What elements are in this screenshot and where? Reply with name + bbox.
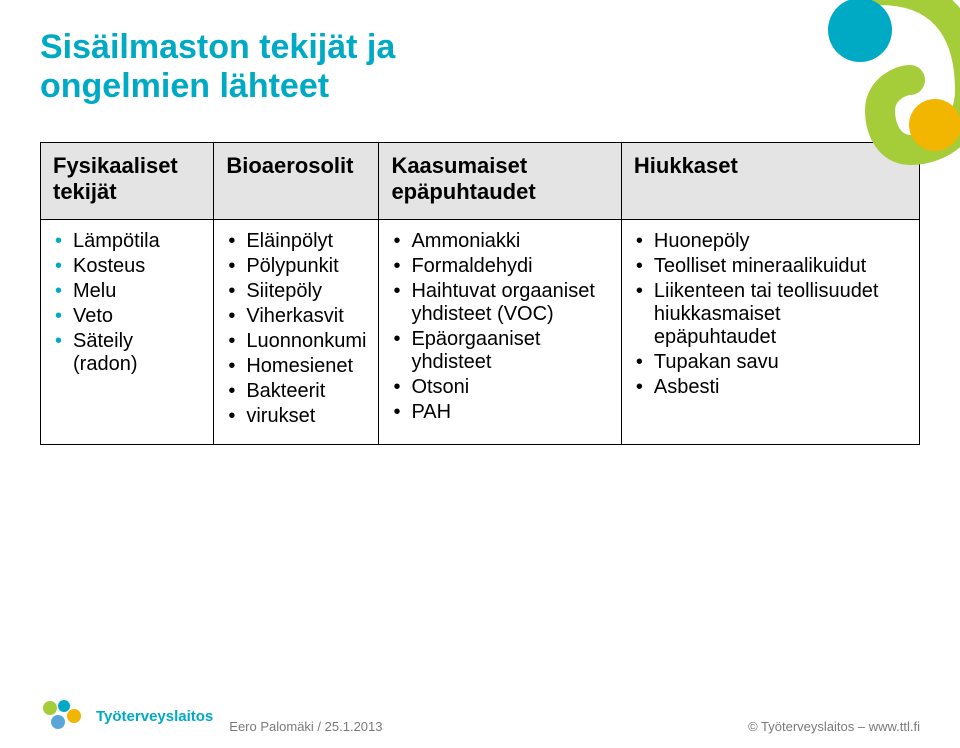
list-item: Viherkasvit xyxy=(226,305,366,328)
list-item: Tupakan savu xyxy=(634,351,907,374)
title-line2: ongelmien lähteet xyxy=(40,67,920,106)
list-item: virukset xyxy=(226,405,366,428)
list-col1: EläinpölytPölypunkitSiitepölyViherkasvit… xyxy=(226,230,366,428)
list-item: Bakteerit xyxy=(226,380,366,403)
author-date: Eero Palomäki / 25.1.2013 xyxy=(229,719,382,734)
list-item: Teolliset mineraalikuidut xyxy=(634,255,907,278)
list-item: Otsoni xyxy=(391,376,608,399)
title-line1: Sisäilmaston tekijät ja xyxy=(40,28,920,67)
factors-table: Fysikaaliset tekijät Bioaerosolit Kaasum… xyxy=(40,142,920,445)
list-item: Luonnonkumi xyxy=(226,330,366,353)
page-title: Sisäilmaston tekijät ja ongelmien lähtee… xyxy=(40,28,920,106)
footer: Työterveyslaitos Eero Palomäki / 25.1.20… xyxy=(0,698,960,734)
list-item: Eläinpölyt xyxy=(226,230,366,253)
list-item: Veto xyxy=(53,305,201,328)
list-item: Homesienet xyxy=(226,355,366,378)
list-item: PAH xyxy=(391,401,608,424)
slide: Sisäilmaston tekijät ja ongelmien lähtee… xyxy=(0,0,960,748)
table-row: LämpötilaKosteusMeluVetoSäteily (radon) … xyxy=(41,220,920,445)
list-item: Ammoniakki xyxy=(391,230,608,253)
cell-3: HuonepölyTeolliset mineraalikuidutLiiken… xyxy=(621,220,919,445)
col-header-3: Hiukkaset xyxy=(621,143,919,220)
list-item: Siitepöly xyxy=(226,280,366,303)
list-item: Liikenteen tai teollisuudet hiukkasmaise… xyxy=(634,280,907,349)
cell-1: EläinpölytPölypunkitSiitepölyViherkasvit… xyxy=(214,220,379,445)
col-header-0: Fysikaaliset tekijät xyxy=(41,143,214,220)
list-item: Asbesti xyxy=(634,376,907,399)
list-col3: HuonepölyTeolliset mineraalikuidutLiiken… xyxy=(634,230,907,399)
copyright: © Työterveyslaitos – www.ttl.fi xyxy=(748,719,920,734)
col-header-1: Bioaerosolit xyxy=(214,143,379,220)
list-item: Kosteus xyxy=(53,255,201,278)
table-header-row: Fysikaaliset tekijät Bioaerosolit Kaasum… xyxy=(41,143,920,220)
list-item: Huonepöly xyxy=(634,230,907,253)
list-col0: LämpötilaKosteusMeluVetoSäteily (radon) xyxy=(53,230,201,376)
cell-2: AmmoniakkiFormaldehydiHaihtuvat orgaanis… xyxy=(379,220,621,445)
cell-0: LämpötilaKosteusMeluVetoSäteily (radon) xyxy=(41,220,214,445)
list-item: Melu xyxy=(53,280,201,303)
list-col2: AmmoniakkiFormaldehydiHaihtuvat orgaanis… xyxy=(391,230,608,424)
col-header-2: Kaasumaiset epäpuhtaudet xyxy=(379,143,621,220)
logo-icon xyxy=(40,698,86,734)
list-item: Lämpötila xyxy=(53,230,201,253)
logo-text: Työterveyslaitos xyxy=(96,708,213,725)
list-item: Haihtuvat orgaaniset yhdisteet (VOC) xyxy=(391,280,608,326)
logo: Työterveyslaitos xyxy=(40,698,213,734)
list-item: Epäorgaaniset yhdisteet xyxy=(391,328,608,374)
list-item: Pölypunkit xyxy=(226,255,366,278)
list-item: Säteily (radon) xyxy=(53,330,201,376)
footer-left: Työterveyslaitos Eero Palomäki / 25.1.20… xyxy=(40,698,383,734)
list-item: Formaldehydi xyxy=(391,255,608,278)
